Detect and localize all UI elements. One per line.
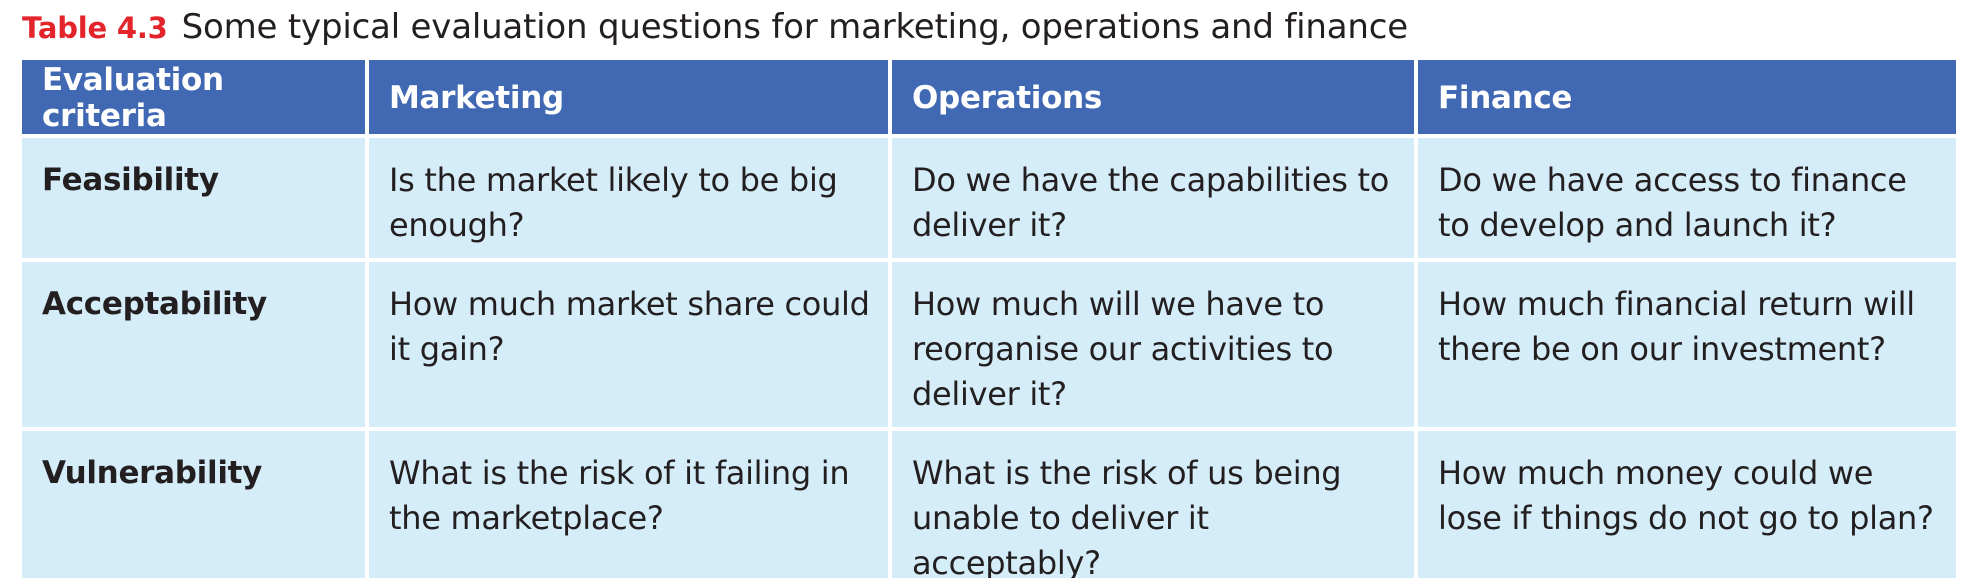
marketing-cell: What is the risk of it failing in the ma…: [365, 427, 892, 578]
operations-cell: What is the risk of us being unable to d…: [888, 427, 1418, 578]
finance-cell: How much financial return will there be …: [1414, 258, 1956, 431]
criteria-cell: Acceptability: [22, 258, 369, 431]
column-header-finance: Finance: [1414, 60, 1956, 138]
operations-cell: How much will we have to reorganise our …: [888, 258, 1418, 431]
finance-cell: Do we have access to finance to develop …: [1414, 134, 1956, 262]
table-number: Table 4.3: [22, 11, 168, 45]
finance-cell: How much money could we lose if things d…: [1414, 427, 1956, 578]
table-row-vulnerability: Vulnerability What is the risk of it fai…: [22, 427, 1956, 578]
column-header-marketing: Marketing: [365, 60, 892, 138]
criteria-cell: Feasibility: [22, 134, 369, 262]
table-row-feasibility: Feasibility Is the market likely to be b…: [22, 134, 1956, 262]
column-header-operations: Operations: [888, 60, 1418, 138]
table-caption: Table 4.3 Some typical evaluation questio…: [22, 4, 1408, 50]
criteria-cell: Vulnerability: [22, 427, 369, 578]
table-row-acceptability: Acceptability How much market share coul…: [22, 258, 1956, 431]
table-header-row: Evaluation criteria Marketing Operations…: [22, 60, 1956, 138]
operations-cell: Do we have the capabilities to deliver i…: [888, 134, 1418, 262]
evaluation-table: Evaluation criteria Marketing Operations…: [22, 60, 1956, 578]
marketing-cell: Is the market likely to be big enough?: [365, 134, 892, 262]
marketing-cell: How much market share could it gain?: [365, 258, 892, 431]
column-header-evaluation-criteria: Evaluation criteria: [22, 60, 369, 138]
table-title: Some typical evaluation questions for ma…: [181, 7, 1408, 47]
